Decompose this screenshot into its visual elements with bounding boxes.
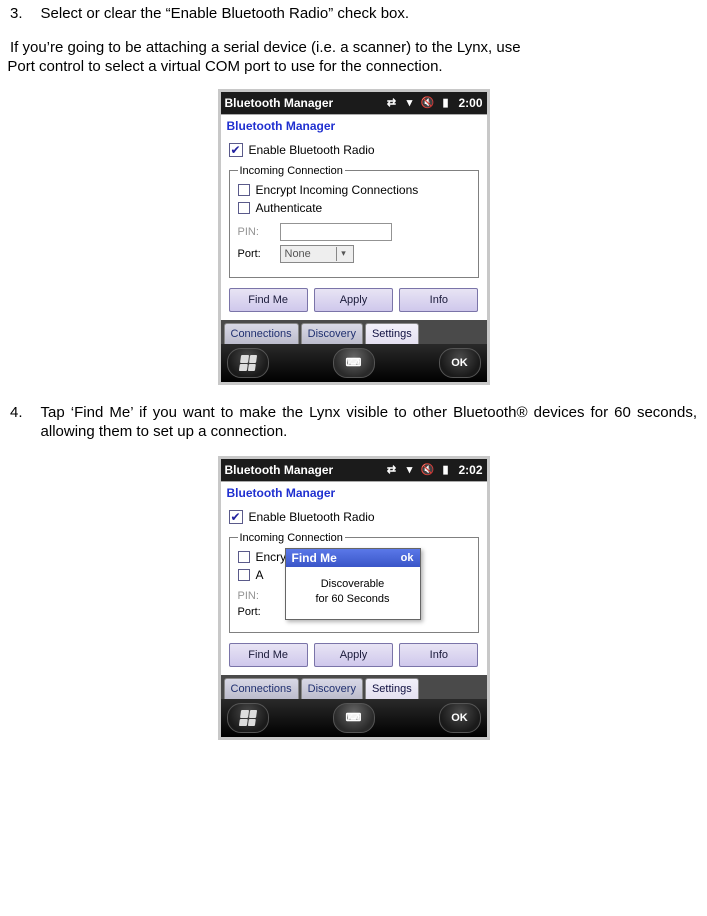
step-3-number: 3. (10, 4, 23, 24)
enable-bluetooth-label: Enable Bluetooth Radio (249, 510, 375, 524)
step-3: 3. Select or clear the “Enable Bluetooth… (10, 4, 697, 24)
tab-connections[interactable]: Connections (224, 323, 299, 344)
authenticate-label-partial: A (256, 568, 264, 582)
keyboard-button[interactable]: ⌨ (333, 703, 375, 733)
start-button[interactable] (227, 348, 269, 378)
step-3-subpara: If you’re going to be attaching a serial… (10, 38, 697, 77)
incoming-legend: Incoming Connection (238, 165, 345, 177)
start-button[interactable] (227, 703, 269, 733)
port-label: Port: (238, 606, 272, 618)
pin-label: PIN: (238, 226, 272, 238)
port-value: None (285, 248, 311, 260)
subpara-first-line: If you’re going to be attaching a serial… (10, 39, 521, 56)
step-4-number: 4. (10, 403, 23, 442)
battery-icon: ▮ (436, 95, 454, 111)
app-subtitle: Bluetooth Manager (221, 481, 487, 504)
screenshot-1: Bluetooth Manager ⇄ ▾ 🔇 ▮ 2:00 Bluetooth… (218, 89, 490, 385)
chevron-down-icon: ▾ (336, 247, 351, 261)
authenticate-checkbox[interactable] (238, 569, 250, 581)
tab-connections[interactable]: Connections (224, 678, 299, 699)
popup-line-2: for 60 Seconds (292, 592, 414, 607)
encrypt-checkbox[interactable] (238, 551, 250, 563)
signal-icon: ▾ (400, 95, 418, 111)
status-title: Bluetooth Manager (225, 96, 383, 110)
pin-label: PIN: (238, 590, 272, 602)
enable-bluetooth-checkbox[interactable]: ✔ (229, 510, 243, 524)
step-4-text: Tap ‘Find Me’ if you want to make the Ly… (41, 403, 697, 442)
popup-title: Find Me (292, 551, 337, 565)
tab-bar: Connections Discovery Settings (221, 320, 487, 344)
enable-bluetooth-row[interactable]: ✔ Enable Bluetooth Radio (229, 510, 479, 524)
find-me-button[interactable]: Find Me (229, 288, 308, 312)
popup-line-1: Discoverable (292, 577, 414, 592)
step-4: 4. Tap ‘Find Me’ if you want to make the… (10, 403, 697, 442)
enable-bluetooth-row[interactable]: ✔ Enable Bluetooth Radio (229, 143, 479, 157)
tab-bar: Connections Discovery Settings (221, 675, 487, 699)
authenticate-label: Authenticate (256, 201, 323, 215)
status-title: Bluetooth Manager (225, 463, 383, 477)
keyboard-button[interactable]: ⌨ (333, 348, 375, 378)
enable-bluetooth-checkbox[interactable]: ✔ (229, 143, 243, 157)
status-bar: Bluetooth Manager ⇄ ▾ 🔇 ▮ 2:02 (221, 459, 487, 481)
tab-settings[interactable]: Settings (365, 323, 419, 344)
encrypt-label: Encrypt Incoming Connections (256, 183, 419, 197)
tab-discovery[interactable]: Discovery (301, 323, 363, 344)
windows-icon (238, 355, 256, 371)
popup-ok-button[interactable]: ok (401, 552, 414, 564)
ok-button[interactable]: OK (439, 703, 481, 733)
volume-icon: 🔇 (418, 95, 436, 111)
nav-bar: ⌨ OK (221, 344, 487, 382)
volume-icon: 🔇 (418, 462, 436, 478)
app-subtitle: Bluetooth Manager (221, 114, 487, 137)
ok-button[interactable]: OK (439, 348, 481, 378)
encrypt-checkbox[interactable] (238, 184, 250, 196)
step-3-text: Select or clear the “Enable Bluetooth Ra… (41, 4, 697, 24)
authenticate-checkbox[interactable] (238, 202, 250, 214)
incoming-legend: Incoming Connection (238, 532, 345, 544)
nav-bar: ⌨ OK (221, 699, 487, 737)
find-me-popup: Find Me ok Discoverable for 60 Seconds (285, 548, 421, 621)
pin-input[interactable] (280, 223, 392, 241)
apply-button[interactable]: Apply (314, 288, 393, 312)
tab-discovery[interactable]: Discovery (301, 678, 363, 699)
port-select[interactable]: None ▾ (280, 245, 354, 263)
enable-bluetooth-label: Enable Bluetooth Radio (249, 143, 375, 157)
info-button[interactable]: Info (399, 288, 478, 312)
battery-icon: ▮ (436, 462, 454, 478)
status-bar: Bluetooth Manager ⇄ ▾ 🔇 ▮ 2:00 (221, 92, 487, 114)
port-label: Port: (238, 248, 272, 260)
status-clock: 2:02 (458, 463, 482, 477)
find-me-button[interactable]: Find Me (229, 643, 308, 667)
screenshot-2: Bluetooth Manager ⇄ ▾ 🔇 ▮ 2:02 Bluetooth… (218, 456, 490, 740)
signal-icon: ▾ (400, 462, 418, 478)
windows-icon (238, 710, 256, 726)
apply-button[interactable]: Apply (314, 643, 393, 667)
status-clock: 2:00 (458, 96, 482, 110)
tab-settings[interactable]: Settings (365, 678, 419, 699)
subpara-rest: Port control to select a virtual COM por… (7, 58, 442, 75)
info-button[interactable]: Info (399, 643, 478, 667)
sync-icon: ⇄ (382, 462, 400, 478)
sync-icon: ⇄ (382, 95, 400, 111)
incoming-connection-group: Incoming Connection Encrypt Incoming Con… (229, 165, 479, 278)
